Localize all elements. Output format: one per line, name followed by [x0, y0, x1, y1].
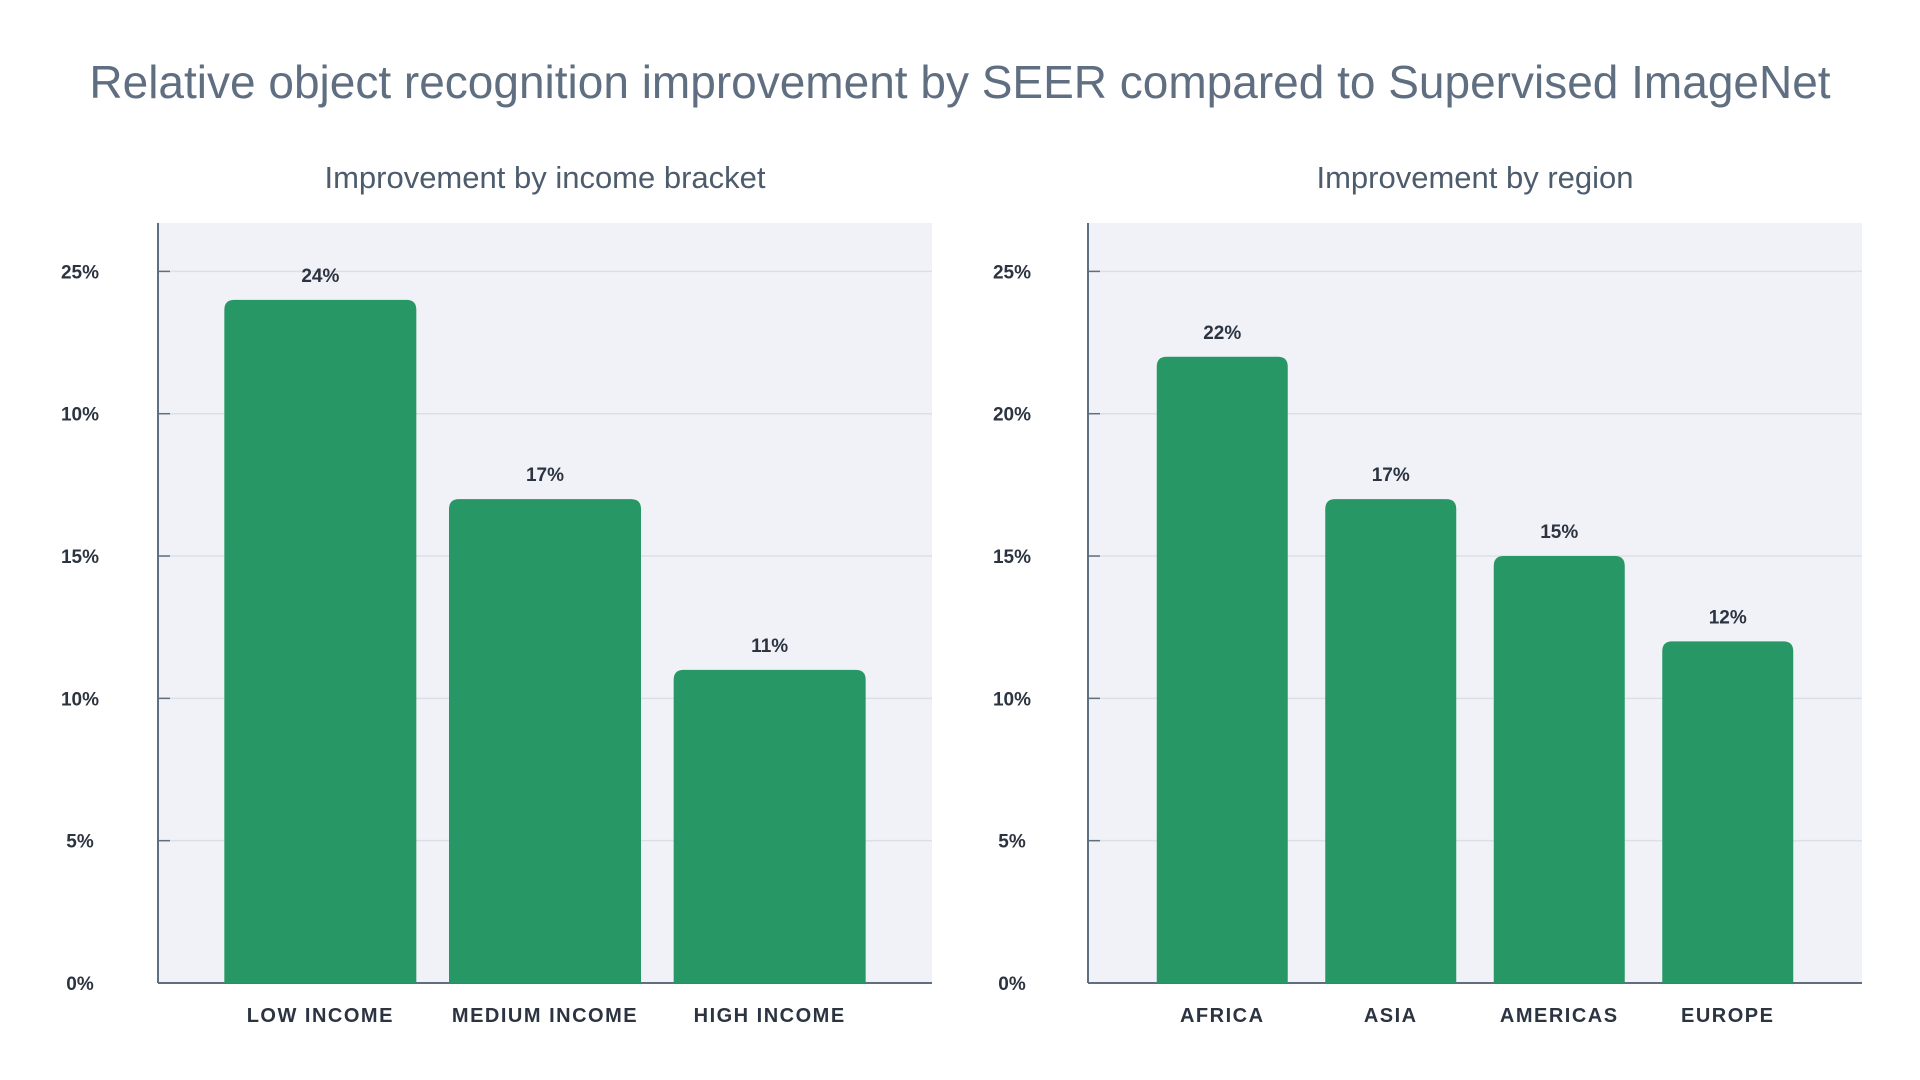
bar — [449, 499, 641, 983]
y-tick-label: 15% — [61, 547, 99, 568]
bar — [1156, 356, 1288, 983]
category-label: MEDIUM INCOME — [452, 1005, 638, 1027]
income-chart-title: Improvement by income bracket — [324, 160, 766, 195]
y-tick-label: 10% — [61, 689, 99, 710]
bar-value-label: 11% — [751, 636, 788, 657]
y-tick-label: 0% — [998, 974, 1026, 995]
bar-value-label: 17% — [1372, 465, 1410, 486]
y-tick-label: 10% — [993, 689, 1031, 710]
bar-value-label: 15% — [1540, 522, 1578, 543]
y-tick-label: 20% — [993, 405, 1031, 426]
bar-value-label: 24% — [301, 266, 339, 287]
y-tick-label: 25% — [61, 262, 99, 283]
category-label: EUROPE — [1681, 1005, 1774, 1027]
region-chart-title: Improvement by region — [1316, 160, 1634, 195]
bar — [224, 299, 417, 983]
bar — [1325, 499, 1457, 983]
category-label: HIGH INCOME — [694, 1005, 846, 1027]
y-tick-label: 25% — [993, 262, 1031, 283]
bar-value-label: 12% — [1709, 607, 1747, 628]
bar — [1493, 556, 1625, 983]
y-tick-label: 0% — [66, 974, 94, 995]
category-label: ASIA — [1364, 1005, 1418, 1027]
y-tick-label: 5% — [998, 832, 1026, 853]
bar-value-label: 22% — [1203, 323, 1241, 344]
category-label: AMERICAS — [1500, 1005, 1619, 1027]
y-tick-label: 10% — [61, 405, 99, 426]
main-title: Relative object recognition improvement … — [89, 56, 1831, 108]
y-tick-label: 15% — [993, 547, 1031, 568]
bar — [1662, 641, 1794, 983]
category-label: AFRICA — [1180, 1005, 1265, 1027]
bar-value-label: 17% — [526, 465, 564, 486]
y-tick-label: 5% — [66, 832, 94, 853]
category-label: LOW INCOME — [247, 1005, 394, 1027]
bar — [673, 669, 866, 983]
